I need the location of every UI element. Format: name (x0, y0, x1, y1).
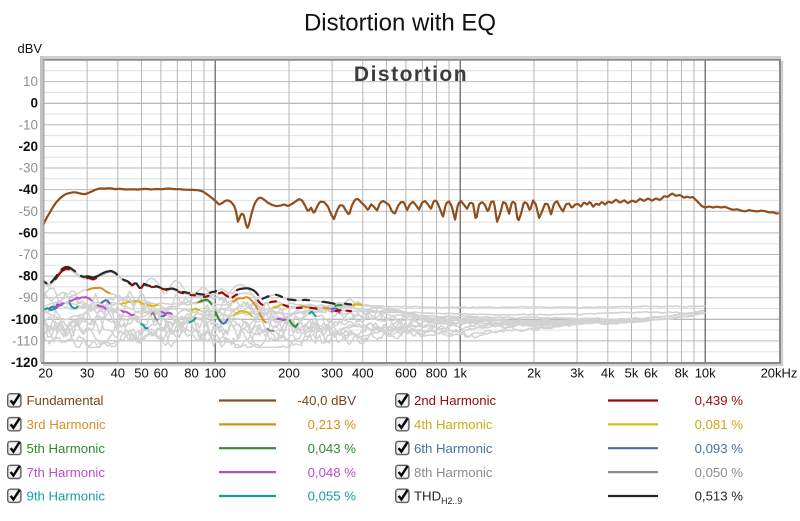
svg-text:-50: -50 (18, 204, 38, 219)
svg-text:-80: -80 (18, 269, 38, 284)
svg-text:6k: 6k (644, 366, 658, 381)
svg-text:7th Harmonic: 7th Harmonic (27, 465, 106, 480)
svg-text:-10: -10 (18, 117, 38, 132)
svg-text:2k: 2k (527, 366, 541, 381)
svg-text:-40,0 dBV: -40,0 dBV (297, 393, 356, 408)
svg-text:8th Harmonic: 8th Harmonic (414, 465, 493, 480)
svg-text:6th Harmonic: 6th Harmonic (414, 441, 493, 456)
svg-text:8k: 8k (675, 366, 689, 381)
svg-text:3rd Harmonic: 3rd Harmonic (27, 417, 107, 432)
svg-text:600: 600 (395, 366, 417, 381)
svg-text:100: 100 (204, 366, 226, 381)
svg-text:0,093 %: 0,093 % (695, 441, 744, 456)
svg-text:0,055 %: 0,055 % (308, 489, 357, 504)
svg-text:0,043 %: 0,043 % (308, 441, 357, 456)
svg-text:10k: 10k (695, 366, 716, 381)
svg-text:-100: -100 (11, 312, 38, 327)
svg-text:Distortion: Distortion (354, 63, 468, 86)
svg-text:200: 200 (278, 366, 300, 381)
svg-text:40: 40 (111, 366, 125, 381)
svg-text:80: 80 (184, 366, 198, 381)
svg-text:0: 0 (30, 96, 38, 111)
svg-text:20: 20 (38, 366, 52, 381)
svg-text:-120: -120 (11, 355, 38, 370)
svg-text:4k: 4k (601, 366, 615, 381)
svg-text:0,050 %: 0,050 % (695, 465, 744, 480)
svg-text:800: 800 (426, 366, 448, 381)
svg-text:60: 60 (154, 366, 168, 381)
svg-text:30: 30 (80, 366, 94, 381)
svg-text:-40: -40 (18, 182, 38, 197)
svg-text:20kHz: 20kHz (761, 366, 798, 381)
svg-text:-70: -70 (18, 247, 38, 262)
svg-text:-30: -30 (18, 161, 38, 176)
svg-text:0,081 %: 0,081 % (695, 417, 744, 432)
svg-text:300: 300 (321, 366, 343, 381)
svg-text:10: 10 (23, 74, 38, 89)
svg-text:Distortion with EQ: Distortion with EQ (304, 10, 496, 37)
svg-text:0,213 %: 0,213 % (308, 417, 357, 432)
svg-text:0,048 %: 0,048 % (308, 465, 357, 480)
svg-text:dBV: dBV (18, 41, 43, 56)
svg-text:Fundamental: Fundamental (27, 393, 104, 408)
svg-text:50: 50 (134, 366, 148, 381)
svg-text:3k: 3k (570, 366, 584, 381)
svg-text:2nd Harmonic: 2nd Harmonic (414, 393, 496, 408)
svg-text:-60: -60 (18, 225, 38, 240)
svg-text:-110: -110 (12, 333, 38, 348)
svg-text:-90: -90 (18, 290, 38, 305)
svg-text:5th Harmonic: 5th Harmonic (27, 441, 106, 456)
svg-text:0,513 %: 0,513 % (695, 489, 744, 504)
svg-text:5k: 5k (625, 366, 639, 381)
svg-text:1k: 1k (453, 366, 467, 381)
svg-text:0,439 %: 0,439 % (695, 393, 744, 408)
svg-text:4th Harmonic: 4th Harmonic (414, 417, 493, 432)
svg-text:-20: -20 (18, 139, 38, 154)
svg-text:9th Harmonic: 9th Harmonic (27, 489, 106, 504)
svg-text:400: 400 (352, 366, 374, 381)
